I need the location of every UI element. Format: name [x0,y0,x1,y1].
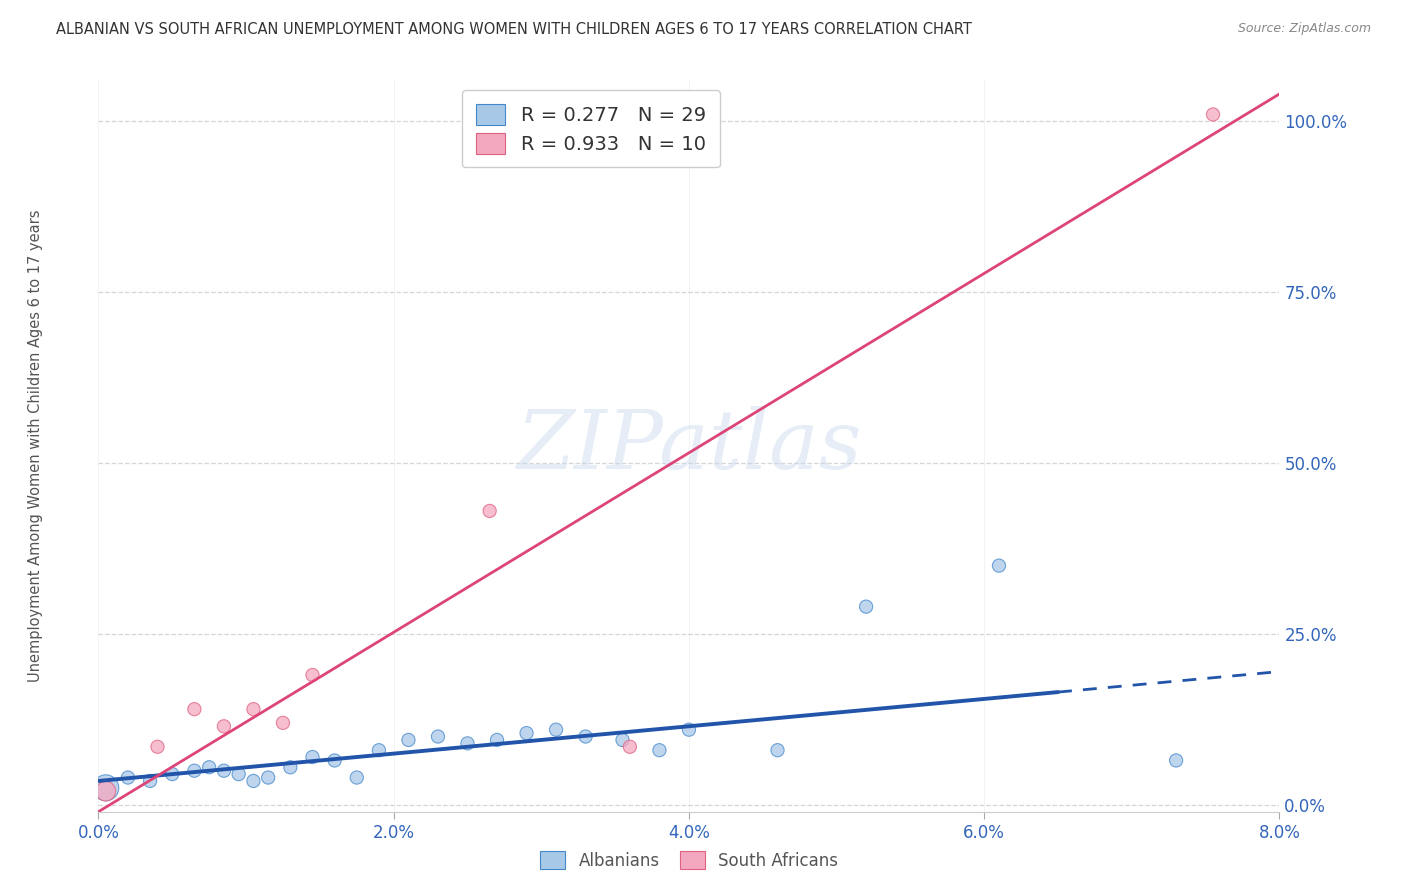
Point [301,668,323,682]
Point [367,743,389,757]
Point [648,743,671,757]
Point [1164,754,1187,768]
Point [574,730,596,744]
Text: Unemployment Among Women with Children Ages 6 to 17 years: Unemployment Among Women with Children A… [28,210,42,682]
Point [478,504,501,518]
Point [242,774,264,789]
Point [139,774,162,789]
Point [146,739,169,754]
Point [228,767,250,781]
Point [94,784,117,798]
Text: ALBANIAN VS SOUTH AFRICAN UNEMPLOYMENT AMONG WOMEN WITH CHILDREN AGES 6 TO 17 YE: ALBANIAN VS SOUTH AFRICAN UNEMPLOYMENT A… [56,22,972,37]
Point [1202,107,1225,121]
Point [486,733,509,747]
Text: ZIPatlas: ZIPatlas [516,406,862,486]
Point [242,702,264,716]
Point [212,719,235,733]
Point [987,558,1010,573]
Point [515,726,537,740]
Point [301,750,323,764]
Point [346,771,368,785]
Point [678,723,700,737]
Point [396,733,419,747]
Point [278,760,301,774]
Legend: Albanians, South Africans: Albanians, South Africans [533,845,845,877]
Point [257,771,280,785]
Point [456,736,478,750]
Point [162,767,183,781]
Point [271,715,294,730]
Point [544,723,567,737]
Point [183,702,205,716]
Point [426,730,449,744]
Point [323,754,346,768]
Point [117,771,139,785]
Point [612,733,634,747]
Point [183,764,205,778]
Point [855,599,877,614]
Point [94,780,117,795]
Text: Source: ZipAtlas.com: Source: ZipAtlas.com [1237,22,1371,36]
Point [619,739,641,754]
Point [212,764,235,778]
Point [766,743,789,757]
Point [198,760,221,774]
